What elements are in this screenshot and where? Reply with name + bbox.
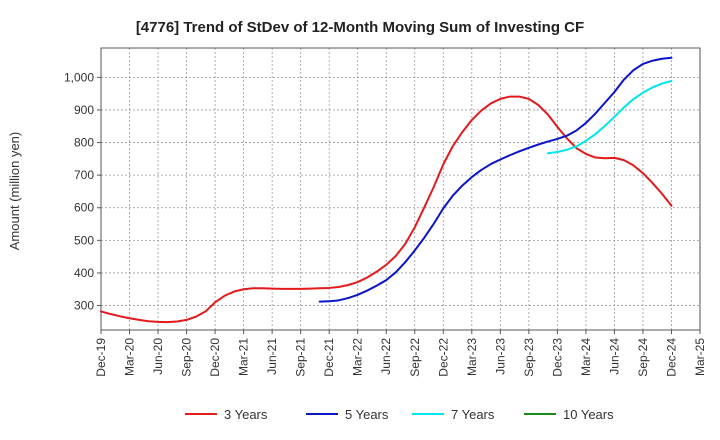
y-axis-title: Amount (million yen): [7, 132, 22, 251]
series-line-7-years: [546, 79, 673, 155]
x-tick-label: Mar-22: [351, 338, 365, 376]
series-line-3-years: [100, 95, 673, 324]
x-tick-label: Jun-22: [379, 338, 393, 375]
y-tick-label: 700: [74, 168, 94, 182]
x-tick-label: Jun-21: [265, 338, 279, 375]
y-tick-label: 900: [74, 103, 94, 117]
x-tick-label: Sep-21: [294, 338, 308, 377]
legend-label-5-years: 5 Years: [345, 407, 389, 422]
plot-area: [100, 47, 701, 331]
x-tick-label: Sep-22: [408, 338, 422, 377]
series-line-5-years: [318, 56, 673, 303]
x-tick-label: Sep-23: [522, 338, 536, 377]
y-axis: 300 400 500 600 700 800 900 1,000: [64, 70, 101, 313]
legend-label-10-years: 10 Years: [563, 407, 614, 422]
legend-label-3-years: 3 Years: [224, 407, 268, 422]
x-tick-label: Mar-20: [123, 338, 137, 376]
x-axis: Dec-19 Mar-20 Jun-20 Sep-20 Dec-20 Mar-21 Jun-…: [94, 330, 707, 377]
x-tick-label: Mar-21: [237, 338, 251, 376]
grid: [100, 48, 701, 330]
x-tick-label: Sep-24: [636, 338, 650, 377]
y-tick-label: 600: [74, 201, 94, 215]
y-tick-label: 800: [74, 136, 94, 150]
x-tick-label: Jun-23: [493, 338, 507, 375]
chart-title: [4776] Trend of StDev of 12-Month Moving…: [136, 19, 584, 36]
x-tick-label: Mar-23: [465, 338, 479, 376]
legend-label-7-years: 7 Years: [451, 407, 495, 422]
x-tick-label: Dec-23: [550, 338, 564, 377]
legend: 3 Years 5 Years 7 Years 10 Years: [185, 407, 614, 422]
x-tick-label: Mar-24: [579, 338, 593, 376]
y-tick-label: 1,000: [64, 70, 94, 84]
x-tick-label: Dec-20: [208, 338, 222, 377]
x-tick-label: Dec-24: [664, 338, 678, 377]
y-tick-label: 500: [74, 233, 94, 247]
y-tick-label: 400: [74, 266, 94, 280]
x-tick-label: Mar-25: [693, 338, 707, 376]
plot-frame: [100, 47, 701, 331]
x-tick-label: Dec-22: [436, 338, 450, 377]
x-tick-label: Dec-19: [94, 338, 108, 377]
x-tick-label: Sep-20: [180, 338, 194, 377]
y-tick-label: 300: [74, 299, 94, 313]
x-tick-label: Jun-20: [151, 338, 165, 375]
x-tick-label: Jun-24: [607, 338, 621, 375]
x-tick-label: Dec-21: [322, 338, 336, 377]
